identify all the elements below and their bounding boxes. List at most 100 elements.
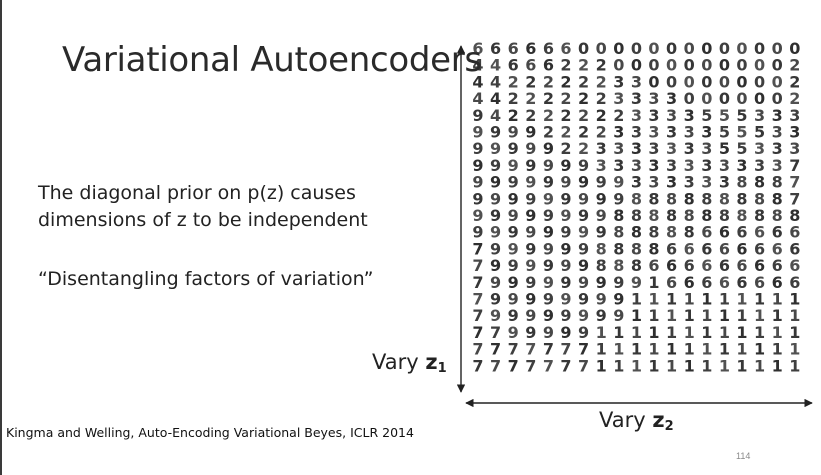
digit-cell-r18-c9: 1 bbox=[631, 340, 642, 359]
digit-cell-r10-c5: 9 bbox=[560, 206, 571, 225]
digit-cell-r14-c11: 6 bbox=[666, 273, 677, 292]
digit-cell-r6-c0: 9 bbox=[472, 139, 483, 158]
digit-cell-r16-c3: 9 bbox=[525, 306, 536, 325]
digit-cell-r18-c17: 1 bbox=[772, 340, 783, 359]
digit-cell-r3-c7: 2 bbox=[596, 89, 607, 108]
digit-cell-r3-c16: 0 bbox=[754, 89, 765, 108]
digit-cell-r17-c4: 9 bbox=[543, 323, 554, 342]
digit-cell-r7-c14: 3 bbox=[719, 156, 730, 175]
digit-cell-r0-c6: 0 bbox=[578, 40, 589, 58]
digit-cell-r10-c13: 8 bbox=[701, 206, 712, 225]
digit-cell-r15-c4: 9 bbox=[543, 290, 554, 309]
digit-cell-r11-c8: 8 bbox=[613, 223, 624, 242]
digit-cell-r3-c18: 2 bbox=[789, 89, 800, 108]
digit-cell-r18-c3: 7 bbox=[525, 340, 536, 359]
digit-cell-r9-c9: 8 bbox=[631, 189, 642, 208]
vary-z2-label: Vary z2 bbox=[599, 408, 674, 434]
digit-cell-r14-c18: 6 bbox=[789, 273, 800, 292]
digit-cell-r13-c12: 6 bbox=[684, 256, 695, 275]
digit-cell-r9-c8: 9 bbox=[613, 189, 624, 208]
digit-cell-r10-c12: 8 bbox=[684, 206, 695, 225]
digit-cell-r14-c7: 9 bbox=[596, 273, 607, 292]
digit-cell-r16-c11: 1 bbox=[666, 306, 677, 325]
digit-cell-r4-c8: 2 bbox=[613, 106, 624, 125]
digit-cell-r5-c14: 5 bbox=[719, 123, 730, 142]
digit-cell-r16-c2: 9 bbox=[508, 306, 519, 325]
digit-cell-r14-c14: 6 bbox=[719, 273, 730, 292]
digit-cell-r10-c7: 9 bbox=[596, 206, 607, 225]
digit-cell-r3-c17: 0 bbox=[772, 89, 783, 108]
digit-cell-r5-c16: 5 bbox=[754, 123, 765, 142]
digit-cell-r4-c12: 3 bbox=[684, 106, 695, 125]
digit-cell-r2-c15: 0 bbox=[736, 72, 747, 91]
digit-cell-r8-c1: 9 bbox=[490, 173, 501, 192]
digit-cell-r14-c8: 9 bbox=[613, 273, 624, 292]
digit-cell-r9-c13: 8 bbox=[701, 189, 712, 208]
digit-cell-r19-c13: 1 bbox=[701, 356, 712, 375]
digit-cell-r11-c0: 9 bbox=[472, 223, 483, 242]
digit-cell-r9-c12: 8 bbox=[684, 189, 695, 208]
digit-cell-r3-c5: 2 bbox=[560, 89, 571, 108]
digit-cell-r4-c15: 5 bbox=[736, 106, 747, 125]
digit-cell-r10-c3: 9 bbox=[525, 206, 536, 225]
digit-cell-r0-c5: 6 bbox=[560, 40, 571, 58]
digit-cell-r13-c15: 6 bbox=[736, 256, 747, 275]
digit-cell-r5-c17: 3 bbox=[772, 123, 783, 142]
digit-cell-r19-c15: 1 bbox=[736, 356, 747, 375]
digit-cell-r6-c15: 5 bbox=[736, 139, 747, 158]
digit-cell-r2-c8: 3 bbox=[613, 72, 624, 91]
digit-cell-r19-c0: 7 bbox=[472, 356, 483, 375]
body-line-1a: The diagonal prior on p(z) causes bbox=[38, 182, 356, 204]
digit-cell-r14-c5: 9 bbox=[560, 273, 571, 292]
digit-cell-r5-c15: 5 bbox=[736, 123, 747, 142]
digit-cell-r12-c17: 6 bbox=[772, 239, 783, 258]
digit-cell-r15-c5: 9 bbox=[560, 290, 571, 309]
digit-cell-r12-c4: 9 bbox=[543, 239, 554, 258]
digit-cell-r10-c10: 8 bbox=[648, 206, 659, 225]
digit-cell-r19-c14: 1 bbox=[719, 356, 730, 375]
digit-cell-r1-c0: 4 bbox=[472, 56, 483, 75]
digit-cell-r3-c13: 0 bbox=[701, 89, 712, 108]
digit-cell-r3-c3: 2 bbox=[525, 89, 536, 108]
digit-cell-r18-c0: 7 bbox=[472, 340, 483, 359]
digit-cell-r0-c11: 0 bbox=[666, 40, 677, 58]
digit-cell-r18-c14: 1 bbox=[719, 340, 730, 359]
citation-footer: Kingma and Welling, Auto-Encoding Variat… bbox=[6, 425, 414, 440]
digit-cell-r6-c1: 9 bbox=[490, 139, 501, 158]
digit-cell-r2-c16: 0 bbox=[754, 72, 765, 91]
digit-cell-r8-c14: 3 bbox=[719, 173, 730, 192]
digit-cell-r18-c7: 1 bbox=[596, 340, 607, 359]
digit-cell-r15-c1: 9 bbox=[490, 290, 501, 309]
digit-cell-r10-c11: 8 bbox=[666, 206, 677, 225]
digit-cell-r13-c10: 6 bbox=[648, 256, 659, 275]
digit-cell-r10-c15: 8 bbox=[736, 206, 747, 225]
digit-cell-r11-c12: 8 bbox=[684, 223, 695, 242]
digit-cell-r0-c15: 0 bbox=[736, 40, 747, 58]
vary-z1-variable: z bbox=[425, 350, 438, 374]
digit-cell-r0-c8: 0 bbox=[613, 40, 624, 58]
digit-cell-r9-c1: 9 bbox=[490, 189, 501, 208]
digit-cell-r10-c0: 9 bbox=[472, 206, 483, 225]
digit-cell-r11-c7: 9 bbox=[596, 223, 607, 242]
digit-cell-r18-c11: 1 bbox=[666, 340, 677, 359]
digit-cell-r0-c7: 0 bbox=[596, 40, 607, 58]
digit-cell-r8-c10: 3 bbox=[648, 173, 659, 192]
digit-cell-r1-c8: 0 bbox=[613, 56, 624, 75]
digit-cell-r18-c12: 1 bbox=[684, 340, 695, 359]
digit-cell-r18-c15: 1 bbox=[736, 340, 747, 359]
digit-cell-r1-c5: 2 bbox=[560, 56, 571, 75]
digit-cell-r15-c13: 1 bbox=[701, 290, 712, 309]
digit-cell-r9-c16: 8 bbox=[754, 189, 765, 208]
page-number: 114 bbox=[736, 451, 751, 461]
digit-cell-r2-c6: 2 bbox=[578, 72, 589, 91]
digit-cell-r8-c17: 8 bbox=[772, 173, 783, 192]
digit-cell-r12-c10: 8 bbox=[648, 239, 659, 258]
digit-cell-r6-c6: 2 bbox=[578, 139, 589, 158]
digit-cell-r16-c10: 1 bbox=[648, 306, 659, 325]
digit-cell-r2-c7: 2 bbox=[596, 72, 607, 91]
digit-cell-r0-c9: 0 bbox=[631, 40, 642, 58]
vary-z1-prefix: Vary bbox=[372, 350, 426, 374]
digit-cell-r2-c2: 2 bbox=[508, 72, 519, 91]
digit-cell-r15-c12: 1 bbox=[684, 290, 695, 309]
digit-cell-r16-c5: 9 bbox=[560, 306, 571, 325]
